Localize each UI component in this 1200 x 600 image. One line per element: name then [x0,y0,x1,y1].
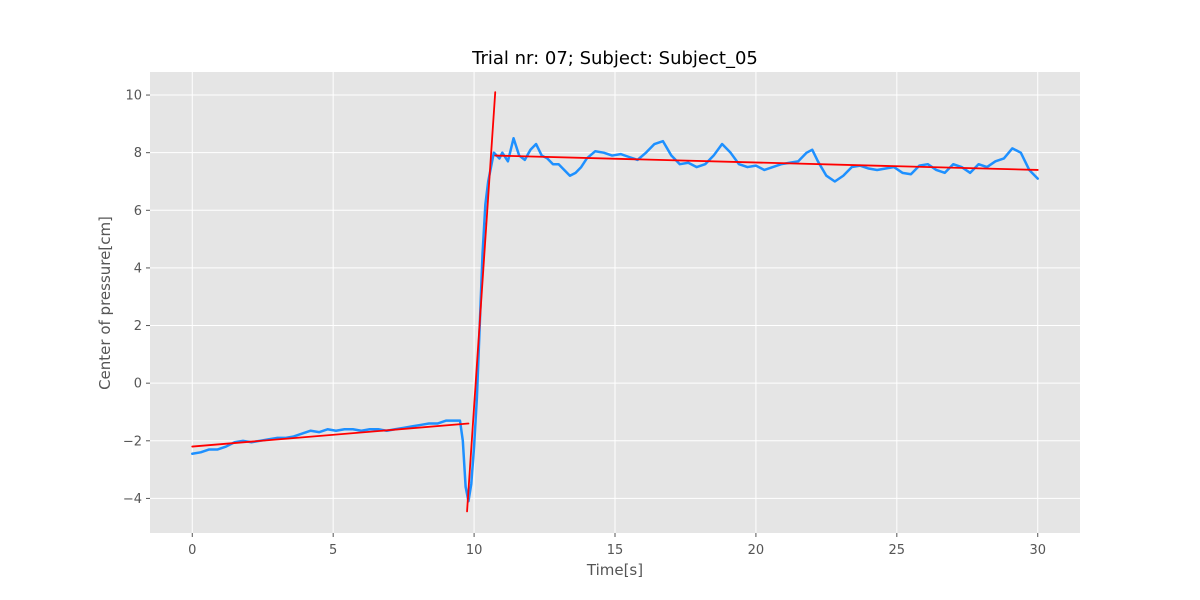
y-tick-label: 6 [134,204,142,219]
fit-line-1 [191,422,470,448]
fit-line-2 [466,91,497,513]
grid [150,72,1080,533]
x-tick-label: 25 [889,543,906,558]
x-axis-label: Time[s] [586,561,643,579]
x-tick-label: 0 [188,543,196,558]
y-tick-label: 10 [125,89,142,104]
chart-title: Trial nr: 07; Subject: Subject_05 [471,48,758,69]
x-tick-label: 20 [748,543,765,558]
fit-line-3 [494,154,1039,171]
y-tick-label: 0 [134,377,142,392]
signal-series-line [191,137,1039,503]
y-tick-label: 8 [134,146,142,161]
x-tick-label: 30 [1029,543,1046,558]
series-layer [191,91,1039,513]
y-tick-label: 2 [134,319,142,334]
tick-labels: 0 5 10 15 20 25 30 −4 −2 0 2 4 6 8 10 [123,89,1046,558]
x-tick-label: 10 [466,543,483,558]
y-axis-label: Center of pressure[cm] [96,216,114,390]
x-tick-label: 15 [607,543,624,558]
y-tick-label: 4 [134,261,142,276]
y-tick-label: −2 [123,434,142,449]
y-tick-label: −4 [123,492,142,507]
x-tick-label: 5 [329,543,337,558]
